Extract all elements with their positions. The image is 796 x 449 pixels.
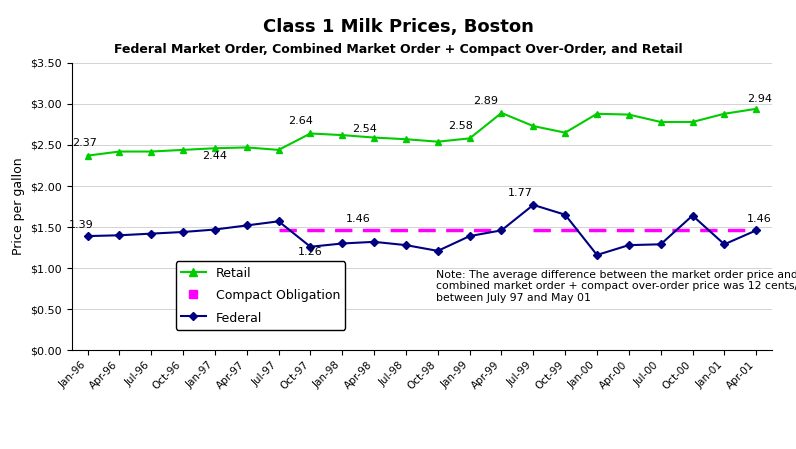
Text: 2.89: 2.89 xyxy=(473,96,498,106)
Text: 1.46: 1.46 xyxy=(747,214,772,224)
Text: 1.46: 1.46 xyxy=(345,214,371,224)
Y-axis label: Price per gallon: Price per gallon xyxy=(12,158,25,255)
Text: 1.26: 1.26 xyxy=(298,247,323,257)
Text: 1.77: 1.77 xyxy=(508,188,533,198)
Text: 2.54: 2.54 xyxy=(352,124,377,134)
Text: 2.64: 2.64 xyxy=(288,116,314,126)
Text: Note: The average difference between the market order price and the
combined mar: Note: The average difference between the… xyxy=(436,270,796,303)
Text: 2.58: 2.58 xyxy=(447,121,473,131)
Text: 2.94: 2.94 xyxy=(747,94,772,104)
Legend: Retail, Compact Obligation, Federal: Retail, Compact Obligation, Federal xyxy=(176,261,345,330)
Text: 2.44: 2.44 xyxy=(202,151,228,161)
Text: Federal Market Order, Combined Market Order + Compact Over-Order, and Retail: Federal Market Order, Combined Market Or… xyxy=(114,43,682,56)
Text: 2.37: 2.37 xyxy=(72,138,97,148)
Text: 1.39: 1.39 xyxy=(68,220,94,229)
Text: Class 1 Milk Prices, Boston: Class 1 Milk Prices, Boston xyxy=(263,18,533,36)
